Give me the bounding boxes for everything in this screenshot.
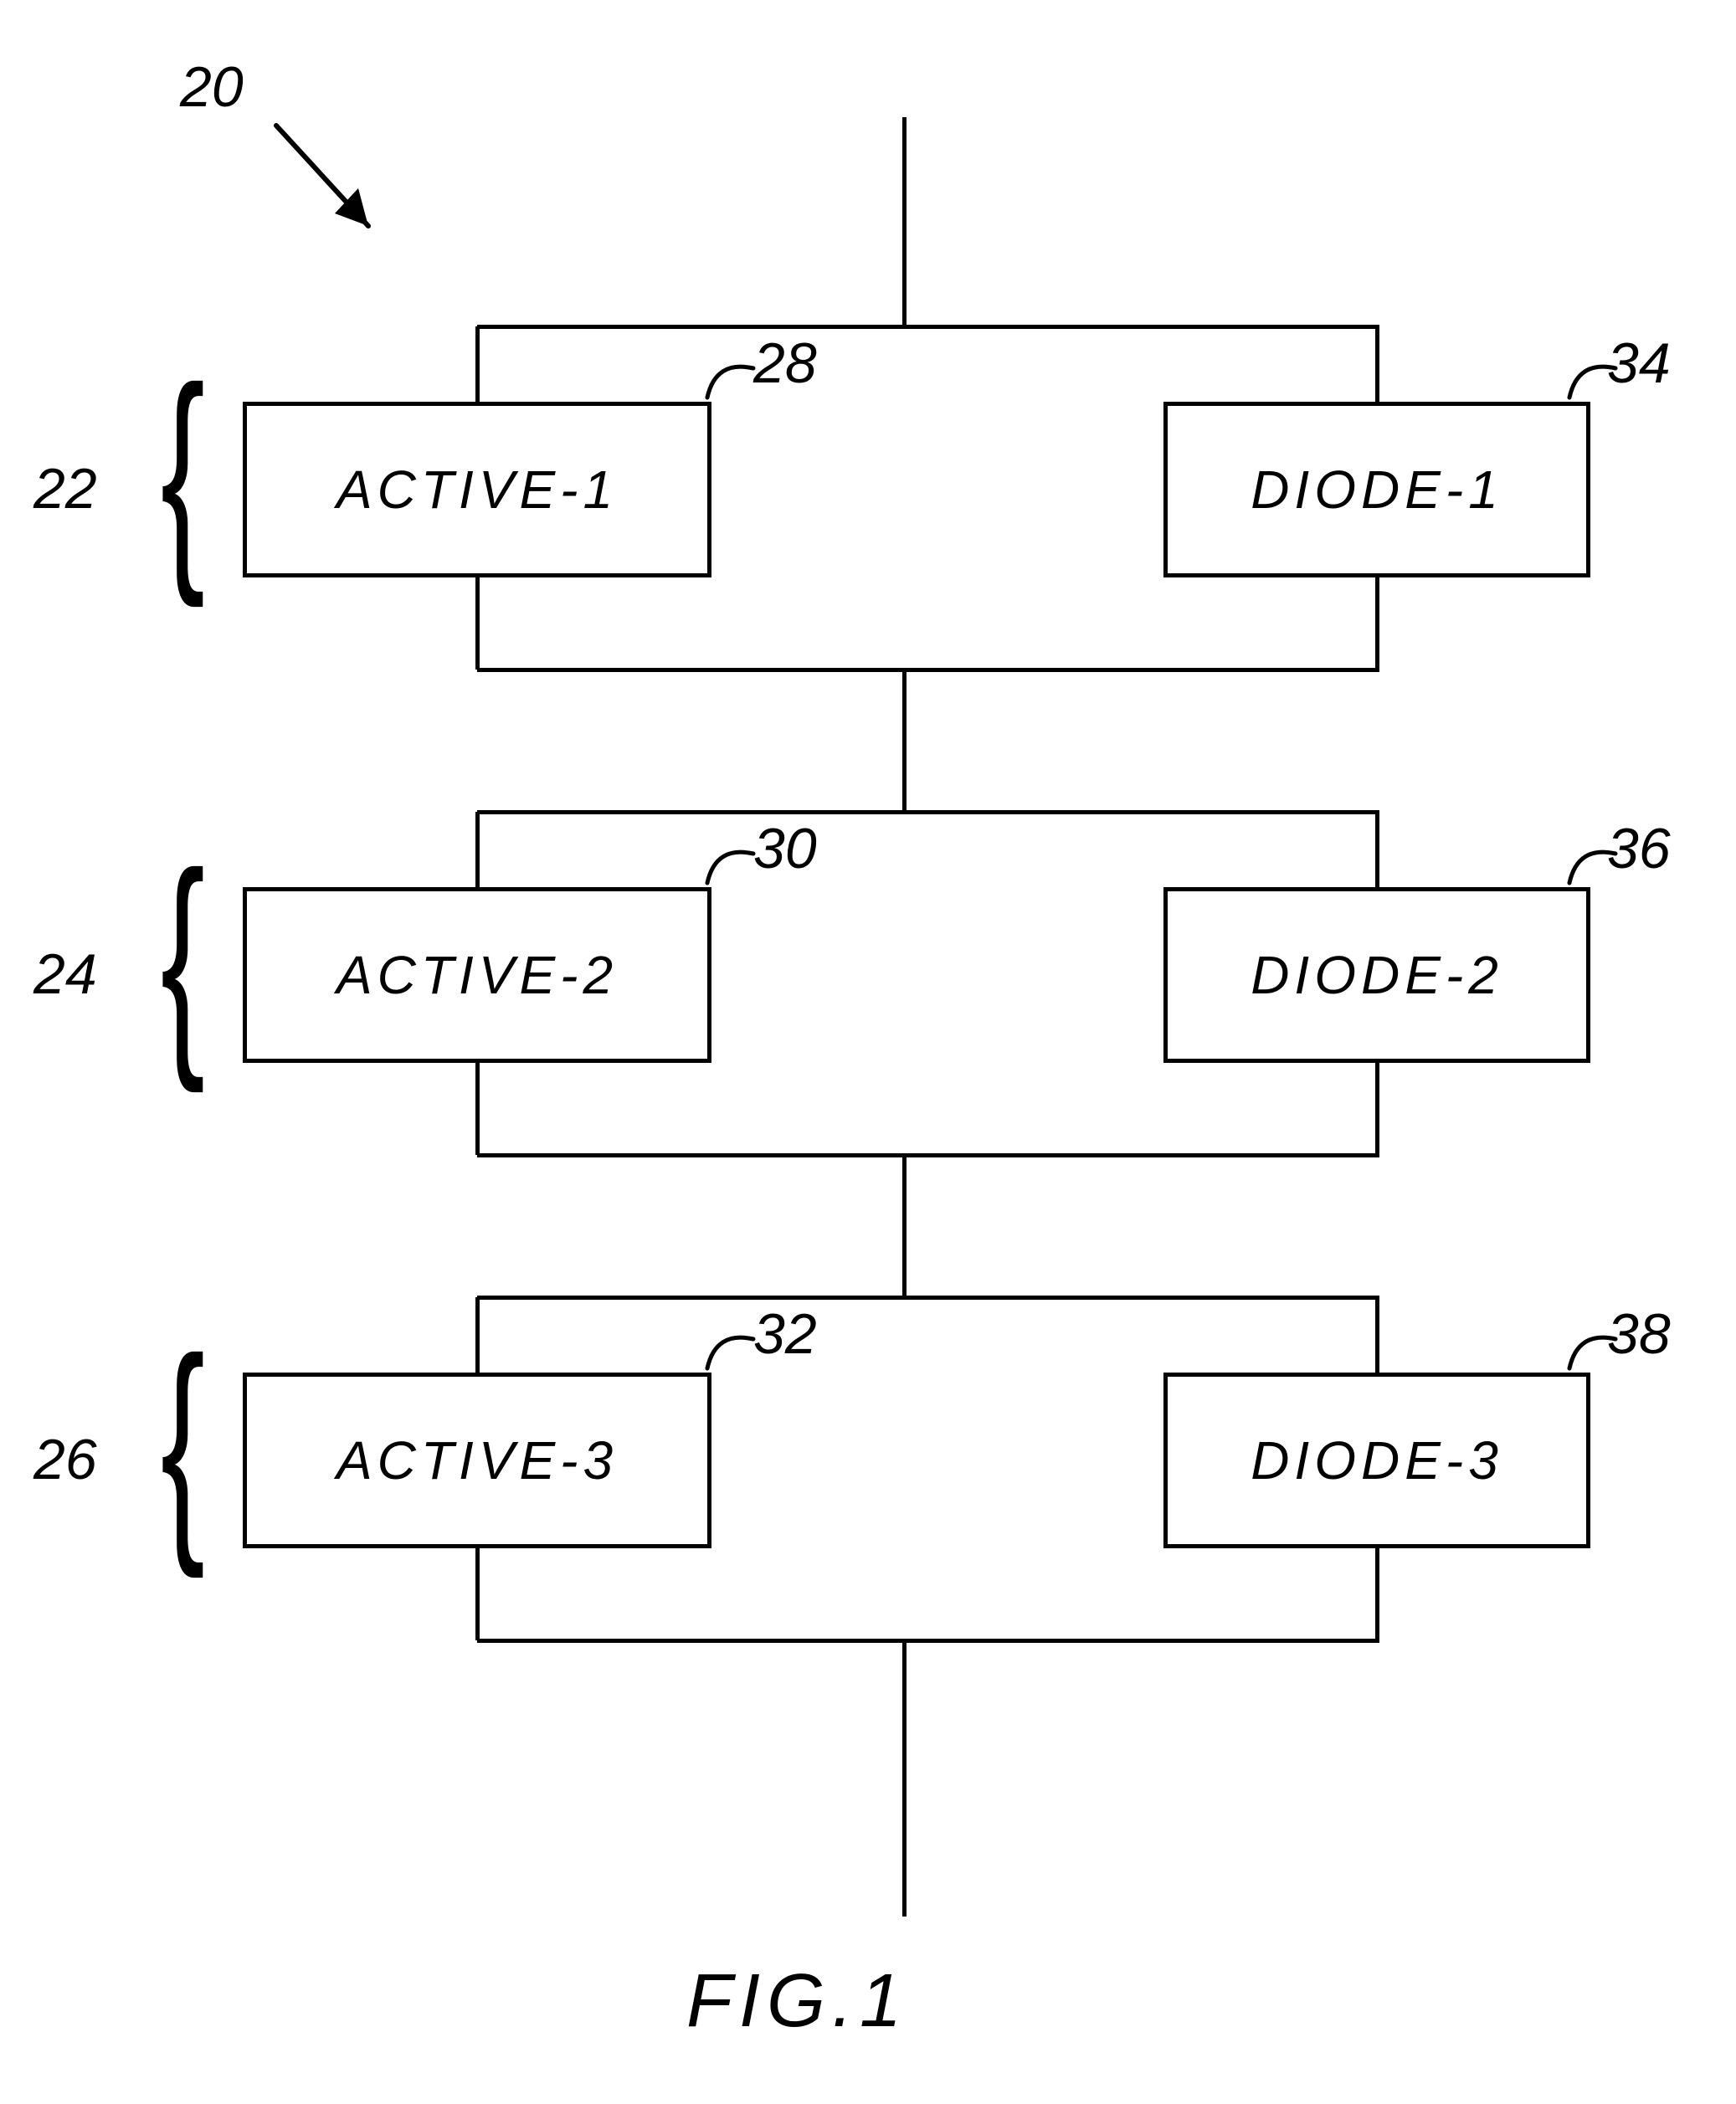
active-box-1: ACTIVE-1: [243, 402, 711, 577]
active-callout-2: 30: [753, 816, 817, 881]
system-arrow: [251, 100, 427, 280]
group-brace-2: {: [161, 854, 205, 1063]
group-callout-2: 24: [33, 942, 97, 1007]
system-callout-20: 20: [180, 54, 244, 120]
diagram-canvas: 20 ACTIVE-1 DIODE-1 28 34 {22 ACTIVE-2 DIODE…: [0, 0, 1736, 2104]
group-callout-1: 22: [33, 456, 97, 521]
group-callout-3: 26: [33, 1427, 97, 1492]
active-callout-3: 32: [753, 1301, 817, 1367]
diode-box-1: DIODE-1: [1163, 402, 1590, 577]
diode-box-2: DIODE-2: [1163, 887, 1590, 1063]
active-callout-1: 28: [753, 331, 817, 396]
diode-text-3: DIODE-3: [1251, 1429, 1503, 1491]
diode-callout-1: 34: [1607, 331, 1671, 396]
diode-box-3: DIODE-3: [1163, 1373, 1590, 1548]
diode-callout-2: 36: [1607, 816, 1671, 881]
group-brace-1: {: [161, 368, 205, 577]
active-box-3: ACTIVE-3: [243, 1373, 711, 1548]
diode-text-2: DIODE-2: [1251, 944, 1503, 1006]
figure-title: FIG.1: [686, 1958, 908, 2045]
active-text-1: ACTIVE-1: [336, 459, 618, 521]
active-box-2: ACTIVE-2: [243, 887, 711, 1063]
active-text-2: ACTIVE-2: [336, 944, 618, 1006]
diode-text-1: DIODE-1: [1251, 459, 1503, 521]
active-text-3: ACTIVE-3: [336, 1429, 618, 1491]
diode-callout-3: 38: [1607, 1301, 1671, 1367]
group-brace-3: {: [161, 1339, 205, 1548]
